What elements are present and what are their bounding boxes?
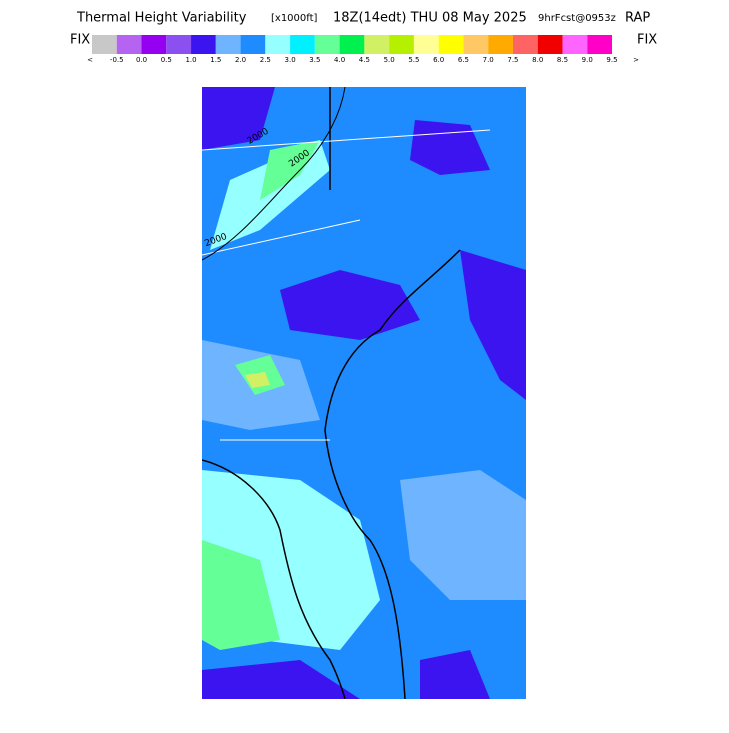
- map: 2000 2000 2000: [202, 87, 526, 699]
- legend-label: 6.0: [433, 56, 444, 64]
- title-model: RAP: [625, 11, 650, 26]
- legend-label: 2.0: [235, 56, 246, 64]
- legend-label: 3.0: [285, 56, 296, 64]
- legend-swatch: [389, 35, 414, 54]
- legend-end-label: FIX: [70, 33, 90, 48]
- legend-label: 7.0: [483, 56, 494, 64]
- state-border: [202, 129, 491, 441]
- legend-swatch: [488, 35, 513, 54]
- legend-swatch: [92, 35, 117, 54]
- legend-label: 5.5: [408, 56, 419, 64]
- legend-swatch: [166, 35, 192, 54]
- region: [245, 372, 270, 388]
- region: [260, 140, 320, 200]
- legend-swatch: [314, 35, 340, 54]
- legend-swatch: [339, 35, 365, 54]
- legend-label: 0.0: [136, 56, 147, 64]
- legend-swatch: [215, 35, 241, 54]
- region: [460, 250, 526, 400]
- legend-label: 1.0: [185, 56, 196, 64]
- legend-swatch: [562, 35, 588, 54]
- legend-swatch: [240, 35, 266, 54]
- legend-label: 1.5: [210, 56, 221, 64]
- legend-swatch: [438, 35, 464, 54]
- title-units: [x1000ft]: [271, 13, 318, 24]
- legend-label: 9.5: [606, 56, 617, 64]
- legend-label: <: [87, 56, 93, 64]
- legend-label: 8.0: [532, 56, 543, 64]
- coastline: [324, 87, 461, 699]
- legend-label: >: [633, 56, 639, 64]
- legend-label: -0.5: [110, 56, 124, 64]
- legend-swatch: [141, 35, 167, 54]
- legend-swatch: [587, 35, 612, 54]
- legend-swatch: [537, 35, 563, 54]
- region: [202, 540, 280, 650]
- legend-label: 4.0: [334, 56, 345, 64]
- legend-label: 5.0: [384, 56, 395, 64]
- legend-swatch: [191, 35, 216, 54]
- coastline: [202, 459, 346, 699]
- legend-label: 6.5: [458, 56, 469, 64]
- region: [202, 87, 275, 150]
- legend-swatch: [265, 35, 291, 54]
- title: Thermal Height Variability [x1000ft] 18Z…: [76, 11, 650, 26]
- legend-end-label: FIX: [637, 33, 657, 48]
- legend-label: 3.5: [309, 56, 320, 64]
- legend-label: 0.5: [161, 56, 172, 64]
- legend-swatch: [290, 35, 315, 54]
- legend-swatch: [116, 35, 142, 54]
- legend-swatch: [364, 35, 390, 54]
- legend-swatch: [512, 35, 538, 54]
- title-forecast: 9hrFcst@0953z: [538, 13, 616, 24]
- contour: [202, 87, 346, 261]
- legend-label: 2.5: [260, 56, 271, 64]
- title-main: Thermal Height Variability: [76, 11, 247, 26]
- region: [420, 650, 490, 699]
- legend-label: 4.5: [359, 56, 370, 64]
- region: [400, 470, 526, 600]
- legend-swatch: [463, 35, 489, 54]
- color-legend: FIX FIX < -0.5 0.0 0.5 1.0 1.5 2.0 2.5 3.0 3.5 4.0 4.…: [70, 33, 657, 65]
- legend-label: 9.0: [582, 56, 593, 64]
- legend-label: 8.5: [557, 56, 568, 64]
- legend-swatch: [413, 35, 439, 54]
- region: [202, 660, 360, 699]
- title-time: 18Z(14edt) THU 08 May 2025: [333, 11, 527, 26]
- legend-label: 7.5: [507, 56, 518, 64]
